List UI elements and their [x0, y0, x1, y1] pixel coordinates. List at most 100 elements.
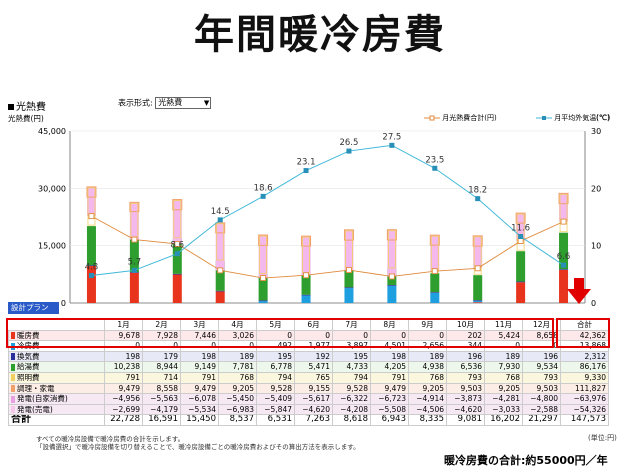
bar-generation: [473, 235, 483, 269]
temperature-data-label: 18.2: [468, 186, 487, 196]
plan-badge: 設計プラン: [8, 302, 59, 314]
display-mode-select[interactable]: 光熱費 ▼: [155, 97, 212, 109]
table-row-total: 9,330: [560, 371, 609, 384]
table-cell: 791: [370, 371, 409, 384]
table-cell: −4,620: [446, 403, 485, 416]
bar-lighting-outline: [173, 200, 182, 239]
point-total-cost: [260, 275, 267, 281]
point-temperature: [518, 233, 524, 239]
table-total-cell: 8,335: [408, 414, 447, 426]
table-cell: 189: [484, 350, 523, 363]
bar-generation: [344, 229, 354, 271]
bar-generation: [258, 235, 268, 279]
bar-cooking-outline: [429, 234, 440, 246]
table-row: 照明費 791 714 791 768 794 765 794 791 768 793 768 793 9…: [8, 371, 609, 384]
bar-heating: [215, 291, 225, 303]
legend-cost-icon: [424, 115, 440, 121]
point-total-cost: [303, 272, 309, 279]
table-total-cell: 21,297: [522, 414, 561, 426]
table-total-cell: 6,943: [370, 414, 409, 426]
bar-generation: [559, 193, 569, 222]
table-cell: 189: [408, 350, 447, 363]
bar-ventilation: [344, 287, 354, 289]
right-tick-label: 10: [591, 242, 601, 251]
bar-ventilation: [387, 285, 397, 286]
bar-cooling: [387, 285, 397, 303]
table-cell: 9,479: [104, 382, 143, 395]
table-cell: 768: [484, 371, 523, 384]
unit-label: (単位:円): [588, 434, 617, 442]
bar-cooking-outline: [558, 192, 569, 205]
bar-cooking-outline: [172, 199, 183, 211]
table-row-label: 発電(売電): [8, 403, 105, 416]
table-cell: 793: [446, 371, 485, 384]
table-cell: 9,528: [256, 382, 295, 395]
table-cell: 6,778: [256, 361, 295, 373]
table-cell: −3,873: [446, 393, 485, 405]
table-cell: −2,588: [522, 403, 561, 416]
table-cell: 10,238: [104, 361, 143, 373]
bar-hot-water: [344, 269, 354, 288]
bar-cooking-outline: [215, 222, 226, 234]
bar-cooling: [473, 300, 483, 303]
table-header-blank: [8, 319, 105, 331]
bar-cooking-outline: [472, 235, 483, 247]
table-cell: 9,149: [180, 361, 219, 373]
bar-generation: [86, 186, 96, 217]
table-cell: −5,563: [142, 393, 181, 405]
table-row: 冷房費 0 0 0 0 492 1,977 3,897 4,501 2,656 344 0 0 13,86…: [8, 340, 609, 352]
section-label-text: 光熱費: [16, 102, 46, 113]
page-title: 年間暖冷房費: [194, 12, 446, 58]
line-total-cost: [91, 215, 564, 279]
bar-heating: [129, 272, 139, 303]
bar-hot-water: [430, 273, 440, 293]
bar-ventilation: [559, 269, 569, 270]
bar-hot-water: [215, 260, 225, 291]
bar-ventilation: [215, 290, 225, 292]
table-cell: 192: [294, 350, 333, 363]
series-label: 冷房費: [17, 341, 40, 351]
bar-hot-water: [301, 273, 311, 295]
table-row-label: 照明費: [8, 371, 105, 384]
table-row: 給湯費 10,238 8,944 9,149 7,781 6,778 5,471 4,733 4…: [8, 361, 609, 373]
table-cell: 198: [180, 350, 219, 363]
bar-hot-water: [129, 237, 139, 273]
series-label: 暖房費: [17, 330, 40, 340]
bar-lighting-outline: [516, 213, 525, 251]
legend-temp-icon: [536, 116, 552, 120]
bar-ventilation: [473, 300, 483, 301]
table-total-cell: 7,263: [294, 414, 333, 426]
table-cell: 189: [218, 350, 257, 363]
table-cell: −4,281: [484, 393, 523, 405]
summary-value: 約55000円／年: [525, 454, 608, 467]
bar-hot-water: [172, 238, 182, 274]
chevron-down-icon: ▼: [203, 99, 210, 107]
bar-lighting-outline: [559, 193, 568, 233]
point-total-cost: [346, 267, 352, 274]
series-color-swatch: [11, 406, 15, 414]
table-cell: 195: [332, 350, 371, 363]
temperature-data-label: 18.6: [254, 183, 273, 193]
point-temperature: [303, 168, 309, 174]
table-row-total: 2,312: [560, 350, 609, 363]
footnote-line-1: すべての暖冷房設備で暖冷房費の合計を示します。: [36, 435, 185, 443]
display-mode-value: 光熱費: [158, 98, 183, 107]
table-row-total: −54,326: [560, 403, 609, 416]
temperature-data-label: 11.6: [511, 223, 530, 233]
right-tick-label: 0: [591, 299, 596, 308]
table-row: 調理・家電 9,479 8,558 9,479 9,205 9,528 9,155 9,528…: [8, 382, 609, 395]
bar-generation: [215, 222, 225, 271]
table-total-cell: 8,537: [218, 414, 257, 426]
bar-generation: [129, 202, 139, 240]
table-total-label: 合計: [8, 414, 105, 426]
display-mode-label: 表示形式:: [118, 98, 153, 108]
point-total-cost: [431, 268, 438, 275]
bar-generation: [430, 235, 440, 272]
table-cell: 9,503: [446, 382, 485, 395]
temperature-data-label: 14.5: [211, 207, 230, 217]
table-row: 換気費 198 179 198 189 195 192 195 198 189 196 189 196 2…: [8, 350, 609, 363]
point-temperature: [561, 262, 567, 268]
table-cell: 793: [522, 371, 561, 384]
table-cell: 4,205: [370, 361, 409, 373]
